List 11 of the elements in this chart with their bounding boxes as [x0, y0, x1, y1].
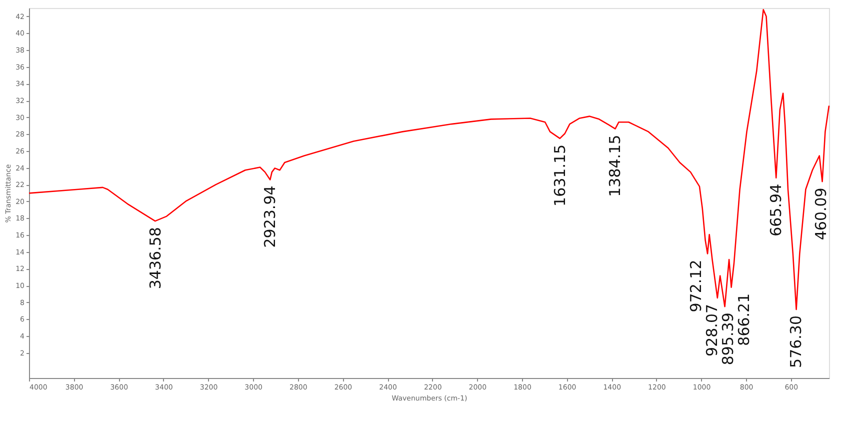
annotation: 2923.94 — [261, 186, 280, 248]
annotation: 895.39 — [719, 312, 738, 366]
annotation: 972.12 — [687, 260, 706, 312]
annotation: 665.94 — [767, 184, 786, 236]
annotation: 866.21 — [735, 293, 754, 346]
annotation: 1631.15 — [550, 144, 569, 206]
annotation: 1384.15 — [606, 134, 624, 197]
annotation: 3436.58 — [146, 227, 164, 290]
annotation: 928.07 — [703, 304, 722, 356]
annotation: 460.09 — [812, 188, 830, 240]
annotation: 576.30 — [787, 315, 806, 368]
